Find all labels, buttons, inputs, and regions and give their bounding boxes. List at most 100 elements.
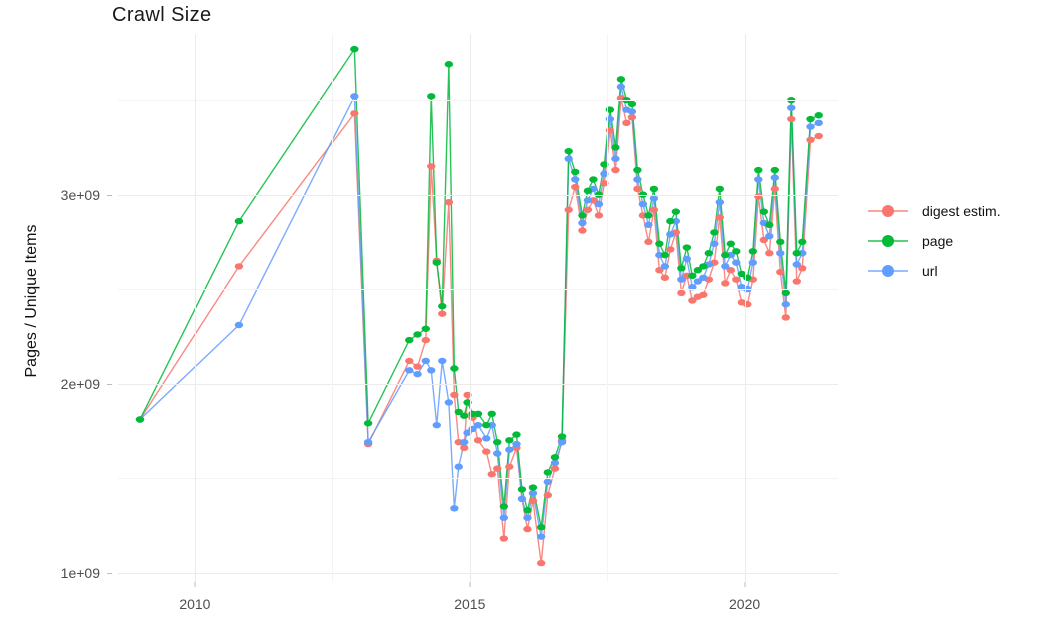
data-point xyxy=(487,471,496,478)
data-point xyxy=(543,478,552,486)
data-point xyxy=(427,93,436,100)
data-point xyxy=(693,278,703,285)
legend-key-icon xyxy=(868,200,908,222)
data-point xyxy=(517,486,527,493)
data-point xyxy=(523,506,532,514)
legend-item-url[interactable]: url xyxy=(868,256,1054,286)
grid-line-minor-y xyxy=(118,100,838,102)
data-point xyxy=(806,115,815,123)
series-points-url xyxy=(135,83,823,540)
grid-line-minor-x xyxy=(332,34,334,582)
legend-label: digest estim. xyxy=(922,203,1001,219)
legend-dot xyxy=(882,265,894,277)
data-point xyxy=(616,76,626,83)
data-point xyxy=(234,263,244,270)
data-point xyxy=(444,198,454,206)
grid-line-minor-y xyxy=(118,289,838,291)
data-point xyxy=(482,421,491,429)
data-point xyxy=(564,147,573,155)
legend-dot xyxy=(882,235,894,247)
data-point xyxy=(721,251,730,259)
y-tick-mark xyxy=(107,572,112,574)
data-point xyxy=(770,174,779,181)
data-point xyxy=(487,410,496,418)
data-point xyxy=(792,261,801,268)
data-point xyxy=(499,514,509,521)
data-point xyxy=(798,265,807,272)
legend-item-page[interactable]: page xyxy=(868,226,1054,256)
data-point xyxy=(473,410,483,418)
data-point xyxy=(564,206,573,213)
legend-item-digestestim[interactable]: digest estim. xyxy=(868,196,1054,226)
data-point xyxy=(622,119,631,127)
data-point xyxy=(633,176,642,183)
data-point xyxy=(726,240,736,247)
data-point xyxy=(350,110,359,117)
data-point xyxy=(693,267,703,274)
x-tick-mark xyxy=(469,582,471,587)
x-tick-mark xyxy=(194,582,196,587)
data-point xyxy=(578,227,587,234)
data-point xyxy=(748,248,758,255)
data-point xyxy=(765,250,774,257)
data-point xyxy=(792,250,801,257)
data-point xyxy=(671,208,681,215)
data-point xyxy=(583,206,593,213)
data-point xyxy=(421,357,430,365)
data-point xyxy=(781,314,790,321)
data-point xyxy=(493,465,502,472)
data-point xyxy=(814,132,823,140)
legend-dot xyxy=(882,205,894,217)
legend-key-icon xyxy=(868,260,908,282)
data-point xyxy=(688,284,697,291)
data-point xyxy=(450,505,459,512)
data-point xyxy=(677,265,686,272)
grid-line-minor-y xyxy=(118,478,838,480)
data-point xyxy=(600,180,609,187)
data-point xyxy=(571,183,580,191)
data-point xyxy=(814,119,823,127)
grid-line-major-x xyxy=(194,34,196,582)
y-tick-label: 1e+09 xyxy=(60,564,100,581)
data-point xyxy=(421,325,430,332)
data-point xyxy=(660,274,670,281)
data-point xyxy=(505,437,514,444)
data-point xyxy=(770,185,779,193)
data-point xyxy=(421,336,430,344)
data-point xyxy=(528,484,538,491)
data-point xyxy=(688,272,697,280)
legend-label: page xyxy=(922,233,954,249)
data-point xyxy=(463,391,472,399)
data-point xyxy=(528,489,538,497)
data-point xyxy=(600,170,609,178)
data-point xyxy=(737,270,747,278)
data-point xyxy=(682,255,692,263)
data-point xyxy=(710,229,719,236)
data-point xyxy=(776,250,785,257)
data-point xyxy=(644,212,653,219)
y-tick-mark xyxy=(107,194,112,196)
data-point xyxy=(666,217,675,225)
data-point xyxy=(543,491,552,499)
data-point xyxy=(135,416,145,423)
data-point xyxy=(787,115,796,123)
data-point xyxy=(666,246,675,253)
data-point xyxy=(806,123,815,130)
grid-line-major-y xyxy=(118,383,838,385)
data-point xyxy=(627,113,637,121)
x-tick-label: 2015 xyxy=(454,596,486,612)
data-point xyxy=(454,408,463,416)
data-point xyxy=(432,421,441,429)
data-point xyxy=(792,278,801,285)
series-line-digestestim xyxy=(139,98,820,564)
data-point xyxy=(627,108,637,115)
data-point xyxy=(715,185,725,193)
data-point xyxy=(666,231,675,238)
series-points-digestestim xyxy=(135,95,823,567)
data-point xyxy=(732,248,741,255)
data-point xyxy=(732,276,741,283)
data-point xyxy=(454,463,463,470)
data-point xyxy=(413,363,422,370)
data-point xyxy=(594,212,604,219)
